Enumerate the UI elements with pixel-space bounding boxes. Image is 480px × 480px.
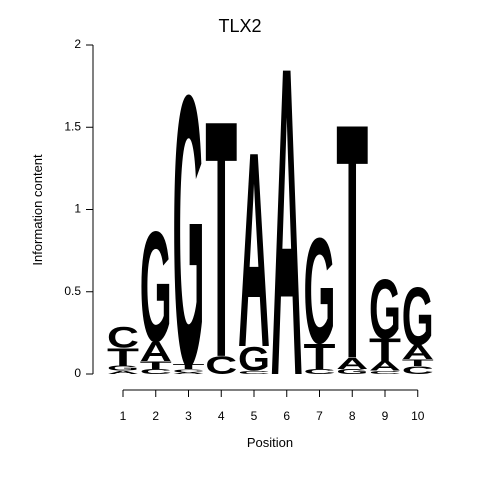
logo-letter-a: A [238, 95, 270, 406]
logo-letter-a: A [336, 355, 368, 373]
logo-letter-c: C [402, 364, 434, 377]
logo-letter-t: T [205, 51, 237, 428]
logo-letter-c: C [304, 368, 336, 376]
logo-letter-t: T [107, 343, 139, 371]
x-tick-label: 2 [152, 409, 159, 423]
logo-letter-t: T [336, 53, 368, 429]
y-tick-label: 0.5 [64, 284, 81, 298]
logo-letter-t: T [140, 359, 172, 372]
y-axis-label: Information content [30, 154, 45, 266]
logo-letter-g: G [336, 368, 368, 376]
logo-letter-a: A [402, 341, 434, 364]
logo-letter-g: G [304, 208, 336, 376]
y-tick-label: 2 [74, 37, 81, 51]
y-tick-label: 1.5 [64, 119, 81, 133]
x-tick-label: 1 [120, 409, 127, 423]
logo-letter-t: T [303, 336, 335, 377]
logo-letter-a: A [369, 358, 401, 373]
logo-letter-g: G [402, 270, 434, 362]
logo-letter-g: G [173, 15, 205, 447]
logo-letter-c: C [205, 351, 237, 380]
logo-letter-a: A [271, 0, 303, 468]
chart-title: TLX2 [218, 16, 261, 36]
logo-letter-g: G [238, 341, 270, 379]
logo-letter-a: A [173, 372, 205, 375]
x-axis: 1 2 3 4 5 6 7 8 9 10 [120, 389, 425, 423]
y-tick-label: 0 [74, 366, 81, 380]
y-tick-label: 1 [74, 202, 81, 216]
logo-letter-t: T [173, 363, 205, 371]
logo-letter-c: C [172, 368, 204, 373]
logo-letter-g: G [140, 200, 172, 375]
logo-letter-c: C [107, 321, 139, 354]
x-tick-label: 9 [382, 409, 389, 423]
x-tick-label: 7 [316, 409, 323, 423]
x-tick-label: 8 [349, 409, 356, 423]
x-tick-label: 4 [218, 409, 225, 423]
logo-letter-c: C [140, 368, 172, 376]
logo-letter-g: G [107, 365, 139, 373]
logo-letter-a: A [140, 336, 172, 367]
logo-letter-t: T [369, 333, 402, 368]
x-tick-label: 3 [185, 409, 192, 423]
x-tick-label: 10 [411, 409, 425, 423]
x-axis-label: Position [247, 435, 293, 450]
x-tick-label: 6 [283, 409, 290, 423]
logo-letter-a: A [107, 370, 139, 375]
logo-letter-c: C [238, 370, 270, 375]
y-axis: 0 0.5 1 1.5 2 [64, 37, 94, 380]
logo-letter-t: T [402, 358, 434, 368]
logo-letter-g: G [369, 263, 401, 357]
x-tick-label: 5 [251, 409, 258, 423]
logo-letter-c: C [369, 370, 401, 375]
